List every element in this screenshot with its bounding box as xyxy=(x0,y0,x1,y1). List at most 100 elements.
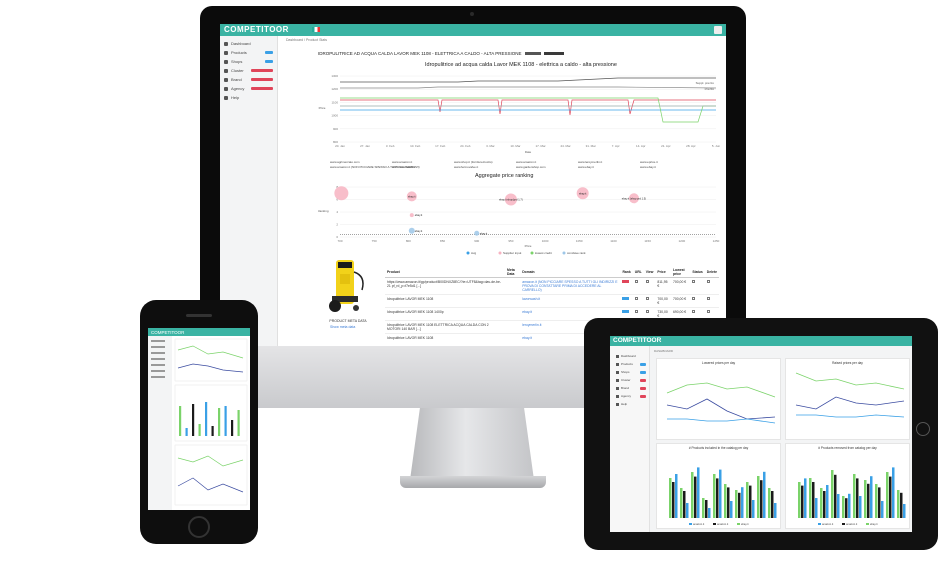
x-tick-label: 24. Mar xyxy=(561,144,571,148)
bar xyxy=(859,496,862,518)
legend-item[interactable]: www.ebay.it xyxy=(640,165,656,169)
column-header-meta-data[interactable]: Meta Data xyxy=(505,267,521,278)
products-icon xyxy=(224,50,228,55)
sidebar-item-brand[interactable]: Brand xyxy=(220,75,277,84)
product-title-text: IDROPULITRICE AD ACQUA CALDA LAVOR MEK 1… xyxy=(318,51,522,56)
products-included-card: # Products included in the catalog per d… xyxy=(656,443,781,529)
column-header-view[interactable]: View xyxy=(643,267,656,278)
legend-item[interactable]: www.amazon.it xyxy=(516,160,537,164)
bar xyxy=(752,500,755,518)
sidebar-item-shops[interactable]: Shops xyxy=(220,57,277,66)
legend-item[interactable]: www.leroymerlin.it xyxy=(578,160,603,164)
sidebar-item-products[interactable]: Products xyxy=(610,360,649,368)
delete-cell[interactable] xyxy=(704,277,719,295)
table-row[interactable]: Idropulitrice LAVOR MEK 1108 1400p ebay.i… xyxy=(385,307,719,321)
table-header-row: Product Meta Data Domain Rank URL View Price Lo… xyxy=(385,267,719,278)
sidebar-item-products[interactable]: Products xyxy=(220,48,277,57)
sidebar-item-dashboard[interactable]: Dashboard xyxy=(610,352,649,360)
url-cell[interactable] xyxy=(632,277,644,295)
url-cell[interactable] xyxy=(632,294,644,308)
avatar[interactable] xyxy=(714,26,722,34)
bar xyxy=(837,494,840,518)
legend-item[interactable]: www.gardenshop.com xyxy=(516,165,546,169)
bar xyxy=(719,469,722,518)
sidebar-item-brand[interactable]: Brand xyxy=(610,384,649,392)
status-badge[interactable] xyxy=(544,52,565,55)
x-tick-label: 24. Feb xyxy=(460,144,471,148)
status-cell[interactable] xyxy=(690,294,705,308)
bar xyxy=(675,474,678,518)
bar xyxy=(211,426,214,436)
sidebar-item-cluster[interactable]: Cluster xyxy=(220,66,277,75)
sidebar-item-shops[interactable]: Shops xyxy=(610,368,649,376)
language-flag-icon[interactable] xyxy=(312,27,320,32)
table-row[interactable]: https://www.amazon.it/gp/product/B00DNXZ… xyxy=(385,277,719,295)
bar xyxy=(774,503,777,518)
external-link-icon xyxy=(645,280,649,283)
series-line xyxy=(340,77,716,83)
show-meta-data-link[interactable]: Show meta data xyxy=(330,325,356,329)
sidebar-item-help[interactable]: Help xyxy=(610,400,649,408)
camera-icon xyxy=(470,12,474,16)
breadcrumb[interactable]: Dashboard / Product Stats xyxy=(286,38,328,42)
legend-item[interactable]: www.fermovalve.it xyxy=(454,165,479,169)
x-axis-label: Price xyxy=(525,244,532,248)
column-header-price[interactable]: Price xyxy=(655,267,671,278)
rank-badge xyxy=(622,310,630,313)
bar xyxy=(738,492,741,518)
column-header-rank[interactable]: Rank xyxy=(620,267,633,278)
sidebar-item xyxy=(151,364,165,366)
bar xyxy=(716,478,719,518)
sidebar-item-agency[interactable]: Agency xyxy=(220,84,277,93)
column-header-domain[interactable]: Domain xyxy=(520,267,621,278)
column-header-lowest-price[interactable]: Lowest price xyxy=(670,267,691,278)
delete-cell[interactable] xyxy=(704,294,719,308)
card-title: # Products included in the catalog per d… xyxy=(688,446,749,450)
sidebar-item-cluster[interactable]: Cluster xyxy=(610,376,649,384)
column-header-url[interactable]: URL xyxy=(632,267,644,278)
product-cell: Idropulitrice LAVOR MEK 1108 xyxy=(385,333,505,346)
column-header-product[interactable]: Product xyxy=(385,267,505,278)
status-cell[interactable] xyxy=(690,277,705,295)
y-tick-label: 1200 xyxy=(331,87,338,91)
bar xyxy=(856,478,859,518)
y-tick-label: 8 xyxy=(336,185,338,189)
status-badge[interactable] xyxy=(524,52,541,55)
column-header-delete[interactable]: Delete xyxy=(704,267,719,278)
app-logo[interactable]: COMPETITOOR xyxy=(224,25,289,34)
meta-data-cell xyxy=(505,307,521,321)
edit-icon xyxy=(634,310,638,313)
sidebar-item-help[interactable]: Help xyxy=(220,93,277,102)
sidebar-item-agency[interactable]: Agency xyxy=(610,392,649,400)
meta-data-cell xyxy=(505,333,521,346)
scatter-point xyxy=(504,193,517,206)
brand-icon xyxy=(224,77,228,82)
bar xyxy=(760,480,763,518)
legend-item[interactable]: www.lavorwash.it xyxy=(392,165,416,169)
view-cell[interactable] xyxy=(643,294,656,308)
lowest-price-cell: 700,00 € xyxy=(670,277,691,295)
breadcrumb[interactable]: DASHBOARD xyxy=(654,349,674,353)
table-row[interactable]: Idropulitrice LAVOR MEK 1108 lavorwash.it… xyxy=(385,294,719,308)
dashboard-icon xyxy=(616,354,619,358)
sidebar-item-label: Dashboard xyxy=(231,41,251,46)
count-badge xyxy=(640,394,646,398)
column-header-status[interactable]: Status xyxy=(690,267,705,278)
imac-stand-base xyxy=(400,476,546,488)
view-cell[interactable] xyxy=(643,277,656,295)
legend-item[interactable]: www.ebay.it xyxy=(578,165,594,169)
legend-item[interactable]: www.eprice.it xyxy=(640,160,658,164)
legend-item[interactable]: www.amazon.it xyxy=(392,160,413,164)
legend-item[interactable]: www.amazon.it (NON PICCIARE SPESSO A TUT… xyxy=(330,165,420,169)
home-button[interactable] xyxy=(188,516,210,538)
legend-item[interactable]: www.shop.it (forniture/cucito) xyxy=(454,160,493,164)
x-tick-label: 7. Apr xyxy=(612,144,620,148)
legend-item[interactable]: www.agrimercato.com xyxy=(330,160,360,164)
sidebar-item-dashboard[interactable]: Dashboard xyxy=(220,39,277,48)
bar xyxy=(845,498,848,518)
home-button[interactable] xyxy=(916,422,930,436)
sidebar: Dashboard Products Shops Cluster Brand Agency… xyxy=(610,346,650,532)
trash-icon xyxy=(706,310,710,313)
app-logo[interactable]: COMPETITOOR xyxy=(613,337,662,344)
